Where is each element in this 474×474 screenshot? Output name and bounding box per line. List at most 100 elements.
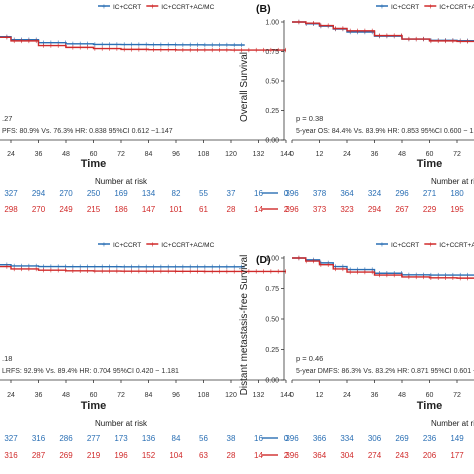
panel-label: (B) [256,3,271,15]
risk-count: 274 [368,451,382,460]
risk-count: 366 [313,434,327,443]
risk-count: 324 [368,189,382,198]
risk-count: 294 [32,189,46,198]
x-tick-label: 24 [343,151,351,158]
legend-key-marker: + [102,2,107,11]
panel-d: (D) Distant metastasis-free Survival 0.00 0… [239,240,474,460]
stat-summary-text: PFS: 80.9% Vs. 76.3% HR: 0.838 95%CI 0.6… [2,128,173,135]
risk-count: 16 [254,189,263,198]
risk-count: 269 [395,434,409,443]
risk-count: 396 [285,189,299,198]
risk-count: 250 [87,189,101,198]
x-axis-label: Time [81,158,106,170]
risk-count: 28 [227,451,236,460]
p-value-text: p = 0.38 [296,114,323,123]
x-axis-label: Time [81,400,106,412]
x-axis-label: Time [417,400,442,412]
risk-count: 2 [284,205,289,214]
legend-key-marker: + [102,240,107,249]
risk-count: 149 [450,434,464,443]
risk-count: 206 [423,451,437,460]
risk-count: 180 [450,189,464,198]
legend-entry: IC+CCRT+AC/ [439,4,474,11]
risk-count: 152 [142,451,156,460]
risk-count: 186 [114,205,128,214]
risk-count: 373 [313,205,327,214]
risk-count: 286 [59,434,73,443]
y-tick-label: 0.50 [265,79,279,86]
risk-count: 396 [285,205,299,214]
risk-count: 195 [450,205,464,214]
km-curve-ic-ccrt-ac-mc [0,265,286,273]
p-value-text: .27 [2,114,12,123]
panel-a: 24 36 48 60 72 84 96 108 120 132 144 Time + IC+CCRT + I… [0,2,292,214]
legend-entry: IC+CCRT+AC/MC [161,242,214,249]
risk-count: 304 [340,451,354,460]
risk-count: 316 [32,434,46,443]
risk-count: 2 [284,451,289,460]
panel-b: (B) Overall Survival 0.00 0.25 0.50 0.75 1.00 0… [239,2,474,214]
x-tick-label: 96 [172,151,180,158]
risk-count: 229 [423,205,437,214]
x-tick-label: 72 [117,151,125,158]
p-value-text: p = 0.46 [296,354,323,363]
risk-count: 298 [4,205,18,214]
x-tick-label: 0 [290,151,294,158]
risk-count: 334 [340,434,354,443]
risk-count: 364 [313,451,327,460]
x-tick-label: 0 [290,392,294,399]
y-axis-label: Distant metastasis-free Survival [239,255,250,396]
y-tick-label: 0.25 [265,108,279,115]
risk-count: 101 [169,205,183,214]
risk-count: 82 [172,189,181,198]
x-tick-label: 72 [453,392,461,399]
x-tick-label: 144 [280,151,292,158]
risk-count: 61 [199,205,208,214]
risk-count: 56 [199,434,208,443]
risk-count: 63 [199,451,208,460]
x-tick-label: 48 [62,151,70,158]
x-tick-label: 84 [145,392,153,399]
x-tick-label: 24 [343,392,351,399]
x-tick-label: 36 [35,151,43,158]
x-tick-label: 72 [453,151,461,158]
risk-count: 173 [114,434,128,443]
x-tick-label: 48 [62,392,70,399]
risk-count: 306 [368,434,382,443]
risk-count: 323 [340,205,354,214]
x-tick-label: 12 [316,151,324,158]
risk-count: 316 [4,451,18,460]
x-tick-label: 12 [316,392,324,399]
y-tick-label: 0.25 [265,347,279,354]
risk-count: 147 [142,205,156,214]
legend-entry: IC+CCRT+AC/MC [161,4,214,11]
legend-key-marker: + [428,2,433,11]
y-tick-label: 1.00 [265,256,279,263]
legend-entry: IC+CCRT [113,4,141,11]
risk-table-title: Number at risk [431,177,474,186]
risk-count: 270 [32,205,46,214]
risk-count: 271 [423,189,437,198]
stat-summary-text: 5-year DMFS: 86.3% Vs. 83.2% HR: 0.871 9… [296,368,474,375]
km-curve-ic-ccrt-ac-mc [0,36,286,51]
legend-key-marker: + [428,240,433,249]
km-curve-ic-ccrt [0,264,245,268]
risk-count: 277 [87,434,101,443]
x-tick-label: 60 [90,392,98,399]
x-tick-label: 60 [90,151,98,158]
risk-count: 14 [254,451,263,460]
p-value-text: .18 [2,354,12,363]
legend-key-marker: + [150,240,155,249]
legend-entry: IC+CCRT [391,242,419,249]
x-tick-label: 24 [7,392,15,399]
risk-table-title: Number at risk [95,177,148,186]
legend-entry: IC+CCRT [113,242,141,249]
risk-count: 0 [284,189,289,198]
x-tick-label: 132 [253,392,265,399]
risk-count: 84 [172,434,181,443]
risk-count: 396 [285,434,299,443]
x-tick-label: 84 [145,151,153,158]
y-tick-label: 0.75 [265,286,279,293]
risk-count: 243 [395,451,409,460]
x-tick-label: 60 [426,151,434,158]
